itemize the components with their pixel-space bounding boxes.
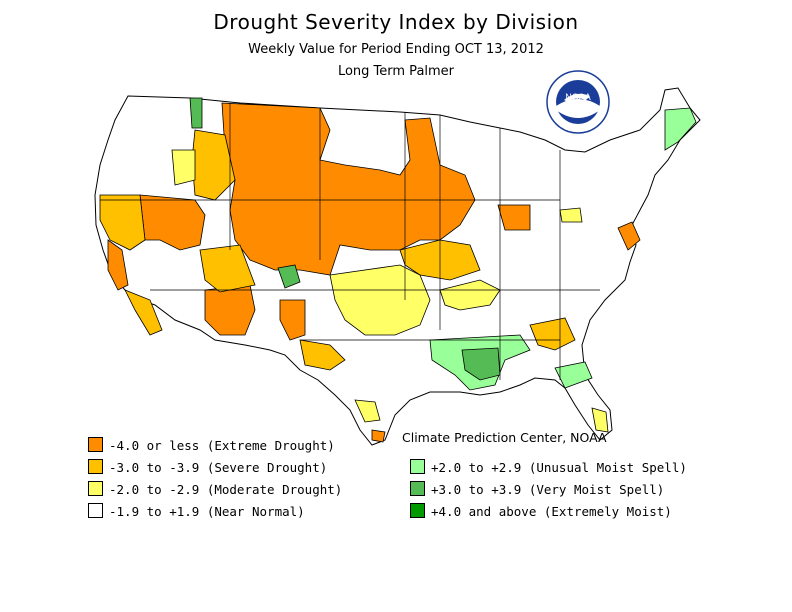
region-extreme-southwest (204, 284, 256, 336)
legend-label: -4.0 or less (Extreme Drought) (109, 438, 335, 453)
legend-label: -1.9 to +1.9 (Near Normal) (109, 504, 305, 519)
legend-swatch (410, 503, 425, 518)
region-unusual-moist-ga-fl (554, 361, 593, 389)
legend-item-unusual-moist: +2.0 to +2.9 (Unusual Moist Spell) (410, 459, 687, 475)
legend-item-very-moist: +3.0 to +3.9 (Very Moist Spell) (410, 481, 664, 497)
legend-swatch (410, 459, 425, 474)
legend-swatch (88, 503, 103, 518)
region-very-moist-co (277, 264, 301, 289)
legend-label: -2.0 to -2.9 (Moderate Drought) (109, 482, 343, 497)
region-extreme-midwest (497, 204, 531, 231)
region-extreme-delmarva (617, 221, 641, 251)
state-boundaries (100, 103, 600, 380)
drought-regions (99, 97, 697, 443)
legend-swatch (88, 459, 103, 474)
region-moderate-pnw (171, 149, 196, 186)
region-severe-west (99, 194, 146, 251)
legend-item-moderate: -2.0 to -2.9 (Moderate Drought) (88, 481, 342, 497)
legend-item-extreme-moist: +4.0 and above (Extremely Moist) (410, 503, 672, 519)
legend-label: +3.0 to +3.9 (Very Moist Spell) (431, 482, 665, 497)
region-severe-ca-south (124, 289, 163, 336)
map-title: Drought Severity Index by Division (213, 10, 579, 34)
map-subtitle: Weekly Value for Period Ending OCT 13, 2… (248, 42, 544, 57)
map-index-type: Long Term Palmer (337, 64, 455, 79)
legend-label: +4.0 and above (Extremely Moist) (431, 504, 672, 519)
region-severe-tx (299, 339, 346, 371)
legend-item-normal: -1.9 to +1.9 (Near Normal) (88, 503, 305, 519)
legend-swatch (88, 437, 103, 452)
region-moderate-east (559, 207, 583, 223)
region-extreme-nm (279, 299, 306, 341)
noaa-logo: NOAA (546, 70, 610, 134)
region-very-moist-ms (461, 347, 501, 381)
region-severe-4corners (199, 244, 256, 293)
legend-label: -3.0 to -3.9 (Severe Drought) (109, 460, 328, 475)
region-severe-southeast (529, 317, 576, 351)
legend-item-severe: -3.0 to -3.9 (Severe Drought) (88, 459, 327, 475)
noaa-logo-text: NOAA (565, 92, 591, 102)
noaa-seal-icon: NOAA (546, 70, 610, 134)
legend-item-extreme: -4.0 or less (Extreme Drought) (88, 437, 335, 453)
region-extreme-south-tx (371, 429, 386, 443)
legend-label: +2.0 to +2.9 (Unusual Moist Spell) (431, 460, 687, 475)
region-unusual-moist-maine (664, 107, 697, 151)
credit-text: Climate Prediction Center, NOAA (402, 430, 607, 445)
region-moderate-ohio-valley (439, 279, 501, 311)
legend-swatch (410, 481, 425, 496)
region-extreme-north-central (221, 102, 476, 276)
region-moderate-tx-coast (354, 399, 381, 423)
region-extreme-ca-coast (107, 239, 129, 291)
region-moderate-fl (591, 407, 609, 433)
region-unusual-moist-mt (189, 97, 203, 129)
legend-swatch (88, 481, 103, 496)
region-extreme-great-basin (139, 194, 206, 251)
